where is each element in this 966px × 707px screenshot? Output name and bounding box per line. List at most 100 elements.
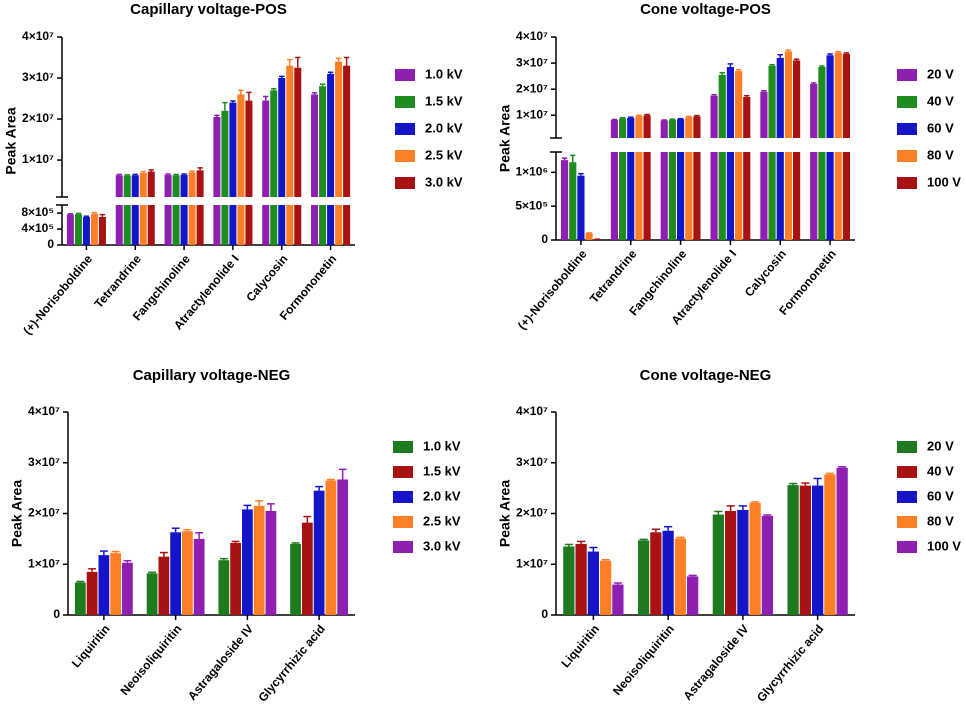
bar <box>245 100 253 197</box>
error-bar <box>589 546 598 552</box>
bar <box>610 152 618 240</box>
error-bar <box>295 56 301 68</box>
y-tick-label: 3×10⁷ <box>516 55 548 69</box>
bar <box>196 205 204 245</box>
error-bar <box>116 173 122 176</box>
error-bar <box>140 170 146 173</box>
error-bar <box>326 478 335 481</box>
bar <box>82 217 90 245</box>
bar <box>674 538 687 615</box>
bar <box>237 205 245 245</box>
bar <box>146 573 158 615</box>
bar <box>221 205 229 245</box>
error-bar <box>303 515 312 523</box>
bar <box>327 205 335 245</box>
legend-swatch <box>395 177 415 189</box>
legend-swatch <box>395 69 415 81</box>
error-bar <box>88 568 97 572</box>
bar <box>164 174 172 197</box>
bar <box>687 576 699 615</box>
legend-swatch <box>897 516 917 528</box>
y-tick-label: 4×10⁵ <box>21 221 54 235</box>
error-bar <box>838 466 847 468</box>
error-bar <box>688 574 697 577</box>
bar <box>265 510 277 615</box>
bar <box>74 214 82 245</box>
error-bar <box>777 53 783 58</box>
x-tick-label: Calycosin <box>742 247 789 299</box>
bar <box>643 152 651 240</box>
bar <box>131 175 139 197</box>
legend-label: 2.0 kV <box>423 488 461 503</box>
bar <box>343 205 351 245</box>
chart-title: Capillary voltage-POS <box>130 1 287 18</box>
error-bar <box>785 49 792 52</box>
bar <box>193 538 205 615</box>
bar <box>313 490 325 615</box>
error-bar <box>338 468 347 480</box>
error-bar <box>676 536 685 539</box>
bar <box>735 70 743 138</box>
bar <box>577 175 585 240</box>
bar <box>294 205 302 245</box>
error-bar <box>230 100 236 103</box>
error-bar <box>801 482 810 486</box>
bar <box>245 205 253 245</box>
bar <box>147 205 155 245</box>
bar <box>66 214 74 245</box>
x-tick-label: (+)-Norisoboldine <box>515 247 590 333</box>
bar <box>74 582 86 615</box>
error-bar <box>651 528 660 533</box>
y-tick-label: 1×10⁷ <box>28 556 60 570</box>
bar <box>761 516 774 615</box>
bar <box>724 510 737 615</box>
legend-swatch <box>393 516 413 528</box>
legend-swatch <box>897 491 917 503</box>
bar <box>810 83 818 138</box>
bar <box>635 152 643 240</box>
bar <box>563 546 575 615</box>
legend-label: 100 V <box>927 538 961 553</box>
legend-label: 1.5 kV <box>423 463 461 478</box>
bar <box>278 78 286 197</box>
error-bar <box>124 174 130 176</box>
y-tick-label: 2×10⁷ <box>28 506 60 520</box>
bar <box>810 152 818 240</box>
bar <box>818 152 826 240</box>
y-tick-label: 2×10⁷ <box>516 81 548 95</box>
error-bar <box>761 90 767 92</box>
bar <box>170 532 182 615</box>
error-bar <box>763 514 772 517</box>
y-tick-label: 1×10⁷ <box>516 556 548 570</box>
bar <box>834 52 842 138</box>
bar <box>319 205 327 245</box>
error-bar <box>601 558 610 561</box>
error-bar <box>319 83 326 87</box>
legend-swatch <box>393 541 413 553</box>
bar <box>735 152 743 240</box>
bar <box>213 117 221 197</box>
bar <box>799 485 811 615</box>
error-bar <box>99 550 108 556</box>
legend-label: 20 V <box>927 66 954 81</box>
error-bar <box>711 93 717 96</box>
error-bar <box>570 154 576 163</box>
error-bar <box>561 157 568 161</box>
bar <box>784 152 793 240</box>
bar <box>676 152 685 240</box>
legend-label: 1.5 kV <box>425 93 463 108</box>
error-bar <box>238 89 244 95</box>
legend-swatch <box>897 541 917 553</box>
x-tick-label: Astragaloside IV <box>185 622 256 703</box>
error-bar <box>123 559 132 563</box>
y-axis-label: Peak Area <box>497 105 513 172</box>
error-bar <box>639 538 648 541</box>
y-tick-label: 3×10⁷ <box>22 70 54 84</box>
legend-label: 40 V <box>927 93 954 108</box>
error-bar <box>719 72 725 75</box>
bar <box>818 67 826 138</box>
bar <box>776 152 784 240</box>
error-bar <box>628 116 634 118</box>
error-bar <box>827 53 833 56</box>
bar <box>776 57 784 138</box>
